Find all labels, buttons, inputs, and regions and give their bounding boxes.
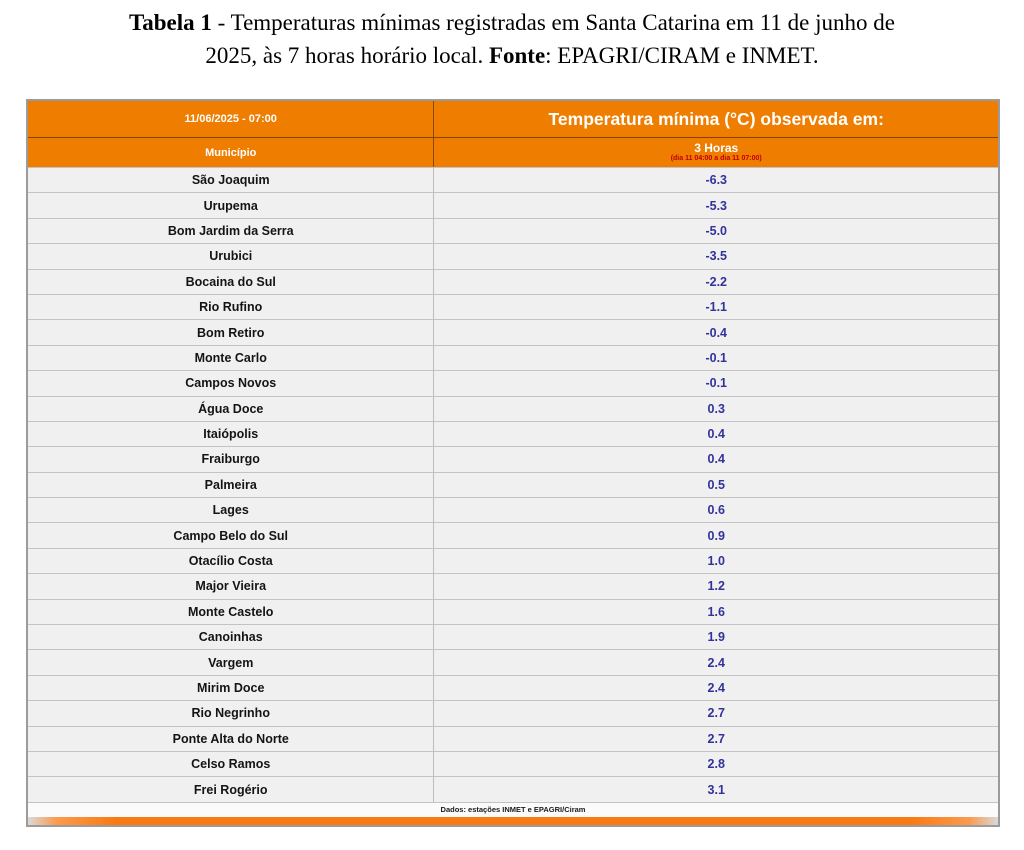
caption-table-label: Tabela 1 bbox=[129, 10, 212, 35]
table-row: Bocaina do Sul -2.2 bbox=[28, 268, 998, 294]
municipality-cell: Urubici bbox=[209, 249, 253, 264]
caption-line-2: 2025, às 7 horas horário local. Fonte: E… bbox=[0, 40, 1024, 73]
temperature-cell: 3.1 bbox=[433, 777, 998, 802]
municipality-cell: Bom Jardim da Serra bbox=[167, 223, 294, 238]
caption-source-text: : EPAGRI/CIRAM e INMET. bbox=[545, 42, 819, 68]
table-row: Campos Novos -0.1 bbox=[28, 370, 998, 396]
temperature-cell: -5.0 bbox=[433, 218, 998, 244]
temperature-cell: 0.3 bbox=[433, 396, 998, 421]
municipality-cell: São Joaquim bbox=[191, 173, 270, 188]
temperature-cell: 0.6 bbox=[433, 498, 998, 523]
column-header-period: 3 Horas (dia 11 04:00 a dia 11 07:00) bbox=[433, 138, 998, 167]
temperature-cell: 0.4 bbox=[433, 421, 998, 447]
temperature-cell: 2.4 bbox=[433, 675, 998, 701]
temperature-cell: 2.7 bbox=[433, 726, 998, 751]
period-note: (dia 11 04:00 a dia 11 07:00) bbox=[670, 155, 762, 163]
table-row: São Joaquim -6.3 bbox=[28, 167, 998, 193]
period-label: 3 Horas bbox=[694, 141, 739, 156]
table-row: Itaiópolis 0.4 bbox=[28, 420, 998, 447]
temperature-cell: 2.4 bbox=[433, 650, 998, 675]
table-row: Bom Retiro -0.4 bbox=[28, 319, 998, 345]
municipality-cell: Campo Belo do Sul bbox=[173, 528, 289, 543]
temperature-cell: 1.2 bbox=[433, 574, 998, 599]
table-row: Bom Jardim da Serra -5.0 bbox=[28, 217, 998, 244]
municipality-cell: Bom Retiro bbox=[197, 325, 265, 340]
temperature-cell: -5.3 bbox=[433, 193, 998, 218]
table-row: Mirim Doce 2.4 bbox=[28, 674, 998, 701]
table-row: Rio Rufino -1.1 bbox=[28, 293, 998, 320]
temperature-cell: -6.3 bbox=[433, 168, 998, 193]
municipality-cell: Palmeira bbox=[204, 477, 257, 492]
municipality-cell: Celso Ramos bbox=[191, 757, 271, 772]
municipality-cell: Rio Rufino bbox=[199, 300, 263, 315]
table-row: Rio Negrinho 2.7 bbox=[28, 700, 998, 726]
municipality-cell: Mirim Doce bbox=[197, 681, 265, 695]
municipality-cell: Monte Carlo bbox=[194, 350, 267, 365]
table-row: Lages 0.6 bbox=[28, 497, 998, 523]
temperature-cell: -0.1 bbox=[433, 345, 998, 371]
municipality-cell: Canoinhas bbox=[198, 630, 263, 645]
table-row: Vargem 2.4 bbox=[28, 649, 998, 675]
temperature-cell: 0.9 bbox=[433, 523, 998, 548]
caption-line-1: Tabela 1 - Temperaturas mínimas registra… bbox=[0, 7, 1024, 40]
table-row: Monte Carlo -0.1 bbox=[28, 344, 998, 371]
municipality-cell: Itaiópolis bbox=[203, 427, 259, 442]
table-caption: Tabela 1 - Temperaturas mínimas registra… bbox=[0, 7, 1024, 72]
temperature-cell: 0.5 bbox=[433, 472, 998, 498]
municipality-cell: Campos Novos bbox=[185, 376, 277, 391]
temperature-cell: -1.1 bbox=[433, 294, 998, 320]
table-row: Frei Rogério 3.1 bbox=[28, 776, 998, 802]
table-row: Fraiburgo 0.4 bbox=[28, 446, 998, 472]
caption-fonte-label: Fonte bbox=[488, 42, 546, 68]
municipality-cell: Lages bbox=[212, 503, 249, 518]
temperature-cell: 2.8 bbox=[433, 751, 998, 777]
municipality-cell: Major Vieira bbox=[195, 579, 267, 594]
temperature-cell: -0.1 bbox=[433, 371, 998, 396]
table-row: Celso Ramos 2.8 bbox=[28, 750, 998, 777]
data-source-note: Dados: estações INMET e EPAGRI/Ciram bbox=[28, 801, 998, 817]
municipality-cell: Ponte Alta do Norte bbox=[172, 731, 289, 746]
table-row: Ponte Alta do Norte 2.7 bbox=[28, 725, 998, 751]
table-row: Otacílio Costa 1.0 bbox=[28, 547, 998, 574]
municipality-cell: Rio Negrinho bbox=[191, 706, 270, 721]
municipality-cell: Urupema bbox=[203, 198, 258, 213]
temperature-cell: 1.6 bbox=[433, 599, 998, 625]
table-row: Monte Castelo 1.6 bbox=[28, 598, 998, 625]
bottom-orange-bar bbox=[28, 816, 998, 825]
temperature-cell: 0.4 bbox=[433, 447, 998, 472]
municipality-cell: Fraiburgo bbox=[201, 452, 260, 467]
municipality-cell: Otacílio Costa bbox=[188, 554, 273, 569]
temperature-cell: 2.7 bbox=[433, 701, 998, 726]
temperature-cell: -2.2 bbox=[433, 269, 998, 294]
table-row: Urupema -5.3 bbox=[28, 192, 998, 218]
table-row: Major Vieira 1.2 bbox=[28, 573, 998, 599]
temperature-cell: 1.0 bbox=[433, 548, 998, 574]
municipality-cell: Vargem bbox=[208, 655, 254, 670]
temperature-cell: 1.9 bbox=[433, 625, 998, 650]
header-row-datetime: 11/06/2025 - 07:00 Temperatura mínima (°… bbox=[28, 101, 998, 137]
header-row-columns: Município 3 Horas (dia 11 04:00 a dia 11… bbox=[28, 137, 998, 167]
temperature-table: 11/06/2025 - 07:00 Temperatura mínima (°… bbox=[26, 99, 1000, 827]
table-row: Canoinhas 1.9 bbox=[28, 624, 998, 650]
municipality-cell: Bocaina do Sul bbox=[185, 274, 276, 289]
table-row: Palmeira 0.5 bbox=[28, 471, 998, 498]
caption-text: - Temperaturas mínimas registradas em Sa… bbox=[211, 10, 895, 35]
temperature-cell: -0.4 bbox=[433, 320, 998, 345]
temperature-cell: -3.5 bbox=[433, 244, 998, 269]
municipality-cell: Monte Castelo bbox=[188, 604, 274, 619]
table-row: Água Doce 0.3 bbox=[28, 395, 998, 421]
caption-text-2: 2025, às 7 horas horário local. bbox=[205, 42, 489, 68]
header-observed-title: Temperatura mínima (°C) observada em: bbox=[433, 101, 998, 137]
header-datetime: 11/06/2025 - 07:00 bbox=[184, 113, 277, 125]
municipality-cell: Frei Rogério bbox=[193, 782, 268, 797]
column-header-municipio: Município bbox=[205, 146, 257, 159]
table-row: Campo Belo do Sul 0.9 bbox=[28, 522, 998, 548]
table-row: Urubici -3.5 bbox=[28, 243, 998, 269]
municipality-cell: Água Doce bbox=[198, 401, 264, 416]
